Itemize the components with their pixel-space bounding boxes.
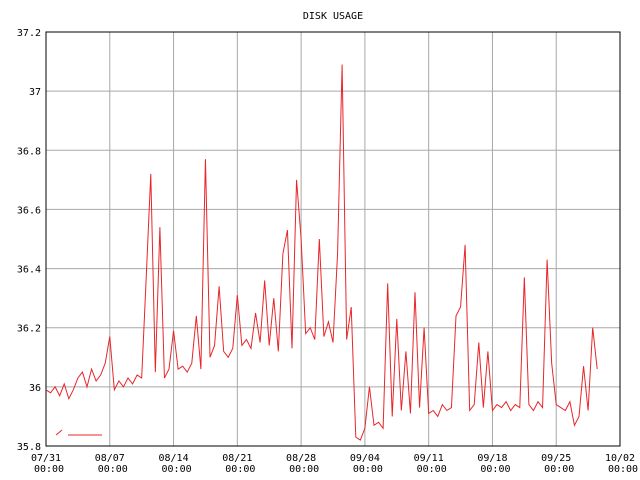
x-tick-label: 09/11 00:00 bbox=[411, 453, 447, 475]
x-tick-label: 09/18 00:00 bbox=[474, 453, 510, 475]
plot-frame bbox=[45, 31, 621, 447]
y-tick-label: 37.2 bbox=[17, 28, 41, 39]
y-tick-label: 36.4 bbox=[17, 265, 41, 276]
y-tick-label: 36.8 bbox=[17, 146, 41, 157]
y-tick-label: 36 bbox=[29, 383, 41, 394]
x-tick-label: 10/02 00:00 bbox=[602, 453, 638, 475]
x-tick-label: 08/07 00:00 bbox=[92, 453, 128, 475]
x-tick-label: 07/31 00:00 bbox=[28, 453, 64, 475]
y-tick-label: 37 bbox=[29, 87, 41, 98]
x-tick-label: 08/21 00:00 bbox=[219, 453, 255, 475]
x-tick-label: 08/28 00:00 bbox=[283, 453, 319, 475]
chart-title: DISK USAGE bbox=[303, 11, 363, 22]
y-tick-label: 35.8 bbox=[17, 442, 41, 453]
y-tick-label: 36.2 bbox=[17, 324, 41, 335]
y-tick-label: 36.6 bbox=[17, 205, 41, 216]
x-tick-label: 08/14 00:00 bbox=[155, 453, 191, 475]
legend-swatch bbox=[55, 429, 63, 436]
x-tick-label: 09/04 00:00 bbox=[347, 453, 383, 475]
data-line bbox=[45, 64, 598, 441]
x-tick-label: 09/25 00:00 bbox=[538, 453, 574, 475]
